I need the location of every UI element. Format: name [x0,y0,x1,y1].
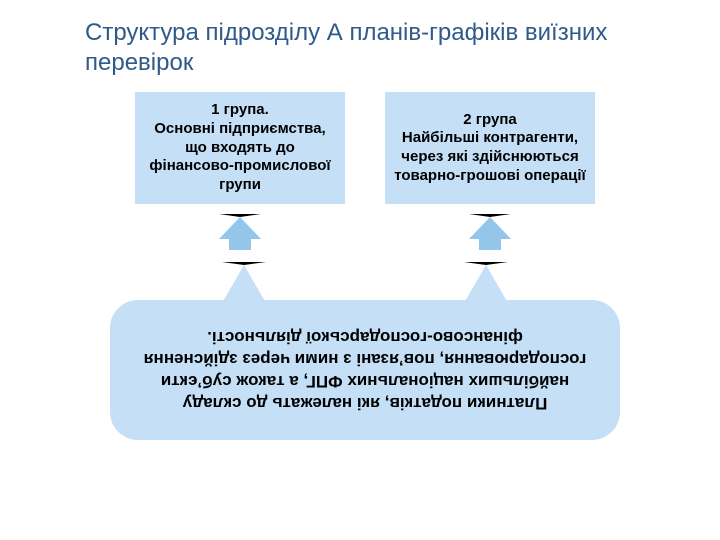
bubble-tail-1 [222,262,266,303]
bubble-tail-2 [464,262,508,303]
group-2-box: 2 група Найбільші контрагенти, через які… [385,92,595,204]
arrow-up-1-stem [229,236,251,250]
slide-title: Структура підрозділу А планів-графіків в… [85,18,645,78]
bottom-bubble: Платники податків, які належать до склад… [110,300,620,440]
slide: Структура підрозділу А планів-графіків в… [0,0,720,540]
group-1-box: 1 група. Основні підприємства, що входят… [135,92,345,204]
arrow-up-2-stem [479,236,501,250]
